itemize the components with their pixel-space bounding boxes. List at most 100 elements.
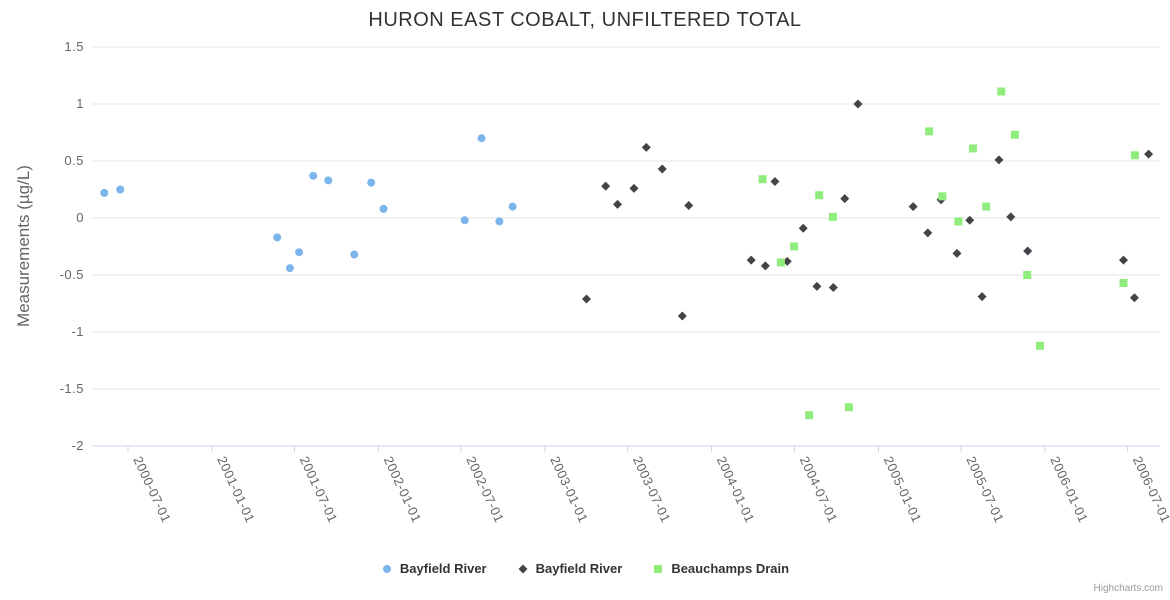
- y-tick-label: 0.5: [64, 153, 84, 168]
- data-point[interactable]: [641, 142, 651, 152]
- data-point[interactable]: [844, 403, 853, 412]
- data-point[interactable]: [908, 202, 918, 212]
- data-point[interactable]: [295, 248, 304, 257]
- data-point[interactable]: [324, 176, 333, 185]
- data-point[interactable]: [977, 292, 987, 302]
- data-point[interactable]: [1006, 212, 1016, 222]
- data-point[interactable]: [582, 294, 592, 304]
- data-point[interactable]: [952, 248, 962, 258]
- data-point[interactable]: [1036, 341, 1045, 350]
- data-point[interactable]: [508, 202, 517, 211]
- x-tick-label: 2001-01-01: [214, 454, 258, 525]
- data-point[interactable]: [613, 199, 623, 209]
- y-axis-labels: 1.5 1 0.5 0 -0.5 -1 -1.5 -2: [60, 39, 84, 453]
- data-point[interactable]: [309, 171, 318, 180]
- data-point[interactable]: [601, 181, 611, 191]
- data-point[interactable]: [1010, 130, 1019, 139]
- y-tick-label: 0: [76, 210, 84, 225]
- data-point[interactable]: [657, 164, 667, 174]
- legend-item[interactable]: Bayfield River: [381, 561, 487, 576]
- x-tick-label: 2006-01-01: [1047, 454, 1091, 525]
- data-point[interactable]: [925, 127, 934, 136]
- y-tick-label: 1: [76, 96, 84, 111]
- y-tick-label: 1.5: [64, 39, 84, 54]
- data-point[interactable]: [677, 311, 687, 321]
- data-point[interactable]: [968, 144, 977, 153]
- x-tick-label: 2005-01-01: [881, 454, 925, 525]
- y-axis-title: Measurements (µg/L): [14, 165, 33, 327]
- data-point[interactable]: [770, 177, 780, 187]
- data-point[interactable]: [1023, 246, 1033, 256]
- legend-item[interactable]: Bayfield River: [517, 561, 623, 576]
- x-axis-labels: 2000-07-01 2001-01-01 2001-07-01 2002-01-01…: [130, 454, 1170, 525]
- data-point[interactable]: [812, 281, 822, 291]
- data-point[interactable]: [840, 194, 850, 204]
- data-point[interactable]: [828, 283, 838, 293]
- data-point[interactable]: [828, 212, 837, 221]
- x-tick-label: 2005-07-01: [963, 454, 1007, 525]
- data-point[interactable]: [776, 258, 785, 267]
- gridlines: [92, 46, 1160, 447]
- data-point[interactable]: [350, 250, 359, 259]
- square-marker-icon: [654, 564, 663, 573]
- y-tick-label: -1: [71, 324, 84, 339]
- data-point[interactable]: [853, 99, 863, 109]
- x-tick-label: 2002-01-01: [381, 454, 425, 525]
- legend-item-label: Bayfield River: [535, 561, 623, 576]
- data-point[interactable]: [938, 192, 947, 201]
- legend-item-label: Bayfield River: [399, 561, 487, 576]
- data-point[interactable]: [965, 215, 975, 225]
- data-point[interactable]: [994, 155, 1004, 165]
- data-point[interactable]: [116, 185, 125, 194]
- data-point[interactable]: [1129, 293, 1139, 303]
- y-tick-label: -0.5: [60, 267, 84, 282]
- data-point[interactable]: [1130, 151, 1139, 160]
- data-point[interactable]: [495, 217, 504, 226]
- data-point[interactable]: [629, 183, 639, 193]
- data-point[interactable]: [954, 217, 963, 226]
- data-point[interactable]: [100, 188, 109, 197]
- x-tick-label: 2000-07-01: [130, 454, 174, 525]
- data-point[interactable]: [477, 134, 486, 143]
- axes: [92, 445, 1160, 452]
- data-point[interactable]: [684, 200, 694, 210]
- data-point[interactable]: [367, 178, 376, 187]
- data-point[interactable]: [760, 261, 770, 271]
- chart-legend: Bayfield River Bayfield River Beauchamps D…: [0, 561, 1170, 576]
- legend-item[interactable]: Beauchamps Drain: [652, 561, 789, 576]
- series-square: [758, 87, 1139, 420]
- data-point[interactable]: [379, 204, 388, 213]
- data-point[interactable]: [1023, 271, 1032, 279]
- data-point[interactable]: [982, 202, 991, 211]
- legend-item-label: Beauchamps Drain: [671, 561, 790, 576]
- y-tick-label: -1.5: [60, 381, 84, 396]
- x-tick-label: 2003-01-01: [547, 454, 591, 525]
- x-tick-label: 2004-01-01: [714, 454, 758, 525]
- series-circle: [100, 134, 517, 273]
- chart-title: HURON EAST COBALT, UNFILTERED TOTAL: [368, 9, 801, 31]
- data-point[interactable]: [1144, 149, 1154, 159]
- data-point[interactable]: [285, 264, 294, 273]
- highcharts-credit[interactable]: Highcharts.com: [1094, 583, 1163, 594]
- data-point[interactable]: [746, 255, 756, 265]
- data-point[interactable]: [923, 228, 933, 238]
- data-point[interactable]: [790, 242, 799, 251]
- x-tick-label: 2003-07-01: [630, 454, 674, 525]
- data-point[interactable]: [805, 411, 814, 420]
- data-point[interactable]: [273, 233, 282, 242]
- data-point[interactable]: [460, 216, 469, 225]
- x-tick-label: 2001-07-01: [297, 454, 341, 525]
- data-points: [100, 87, 1154, 420]
- data-point[interactable]: [782, 256, 792, 266]
- data-point[interactable]: [798, 223, 808, 233]
- data-point[interactable]: [758, 175, 767, 184]
- diamond-marker-icon: [518, 564, 528, 573]
- data-point[interactable]: [1118, 255, 1128, 265]
- data-point[interactable]: [997, 87, 1006, 96]
- x-tick-label: 2006-07-01: [1130, 454, 1170, 525]
- circle-marker-icon: [382, 564, 391, 573]
- data-point[interactable]: [1119, 278, 1128, 287]
- data-point[interactable]: [815, 191, 824, 200]
